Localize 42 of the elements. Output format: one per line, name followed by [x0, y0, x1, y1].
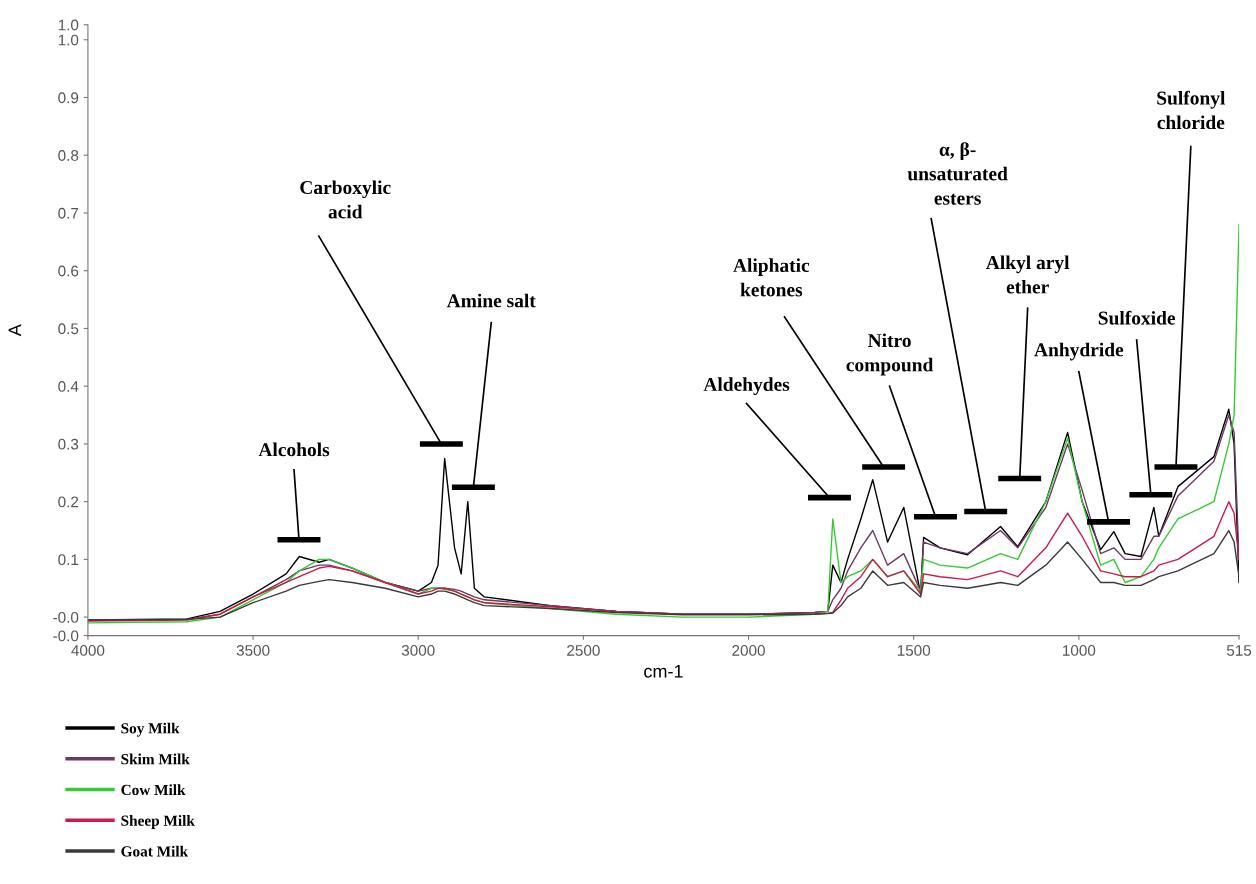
legend-label: Skim Milk [121, 753, 190, 765]
annotation: Aldehydes [703, 377, 790, 396]
y-tick-label: 0.2 [58, 496, 79, 508]
legend-label: Goat Milk [121, 845, 189, 857]
annotation: Amine salt [446, 293, 536, 308]
legend-label: Cow Milk [121, 784, 186, 796]
annotation: Alcohols [258, 442, 330, 457]
annotation: Sulfonyl chloride [1157, 90, 1226, 130]
x-tick-label: 3500 [236, 645, 270, 656]
y-tick-label: 0.3 [58, 438, 79, 450]
y-tick-label: 0.7 [58, 207, 79, 219]
annotation: α, β- unsaturated esters [907, 142, 1008, 205]
legend-label: Soy Milk [121, 722, 180, 737]
x-tick-label: 1500 [897, 645, 931, 656]
annotation: Carboxylic acid [300, 180, 391, 219]
y-tick-label: -0.0 [53, 630, 79, 642]
legend-label: Sheep Milk [121, 815, 195, 829]
annotation: Anhydride [1034, 342, 1124, 361]
annotation: Alkyl aryl ether [985, 255, 1070, 294]
y-axis-title: A [8, 324, 22, 337]
line-series [87, 500, 1240, 622]
y-tick-label: -0.0 [53, 611, 79, 623]
x-tick-label: 515 [1226, 645, 1252, 656]
x-tick-label: 4000 [71, 645, 105, 656]
annotation: Nitro compound [846, 333, 934, 376]
y-tick-label: 0.9 [58, 92, 79, 104]
y-tick-label: 0.6 [58, 265, 79, 277]
annotation: Aliphatic ketones [733, 258, 810, 297]
y-tick-label: 0.8 [58, 150, 79, 161]
y-tick-label: 1.0 [58, 34, 79, 46]
x-tick-label: 2000 [732, 645, 765, 656]
line-series [87, 223, 1240, 624]
x-axis-title: cm-1 [644, 665, 683, 678]
y-tick-label: 0.1 [58, 554, 79, 566]
annotation: Sulfoxide [1098, 310, 1176, 325]
x-tick-label: 1000 [1063, 645, 1096, 656]
x-tick-label: 3000 [401, 645, 435, 656]
line-series [87, 529, 1240, 621]
y-tick-label: 1.0 [58, 19, 79, 31]
y-tick-label: 0.5 [58, 323, 79, 335]
x-tick-label: 2500 [567, 645, 600, 656]
y-tick-label: 0.4 [58, 381, 79, 392]
